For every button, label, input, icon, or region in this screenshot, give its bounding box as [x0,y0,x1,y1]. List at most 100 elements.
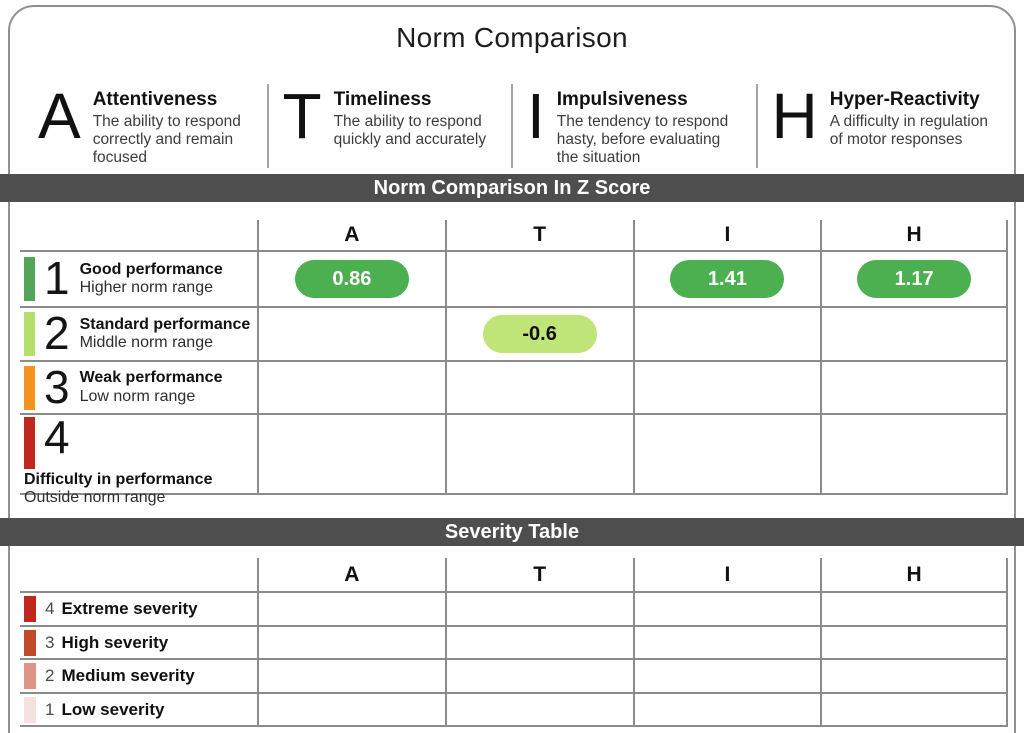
trait-description: The ability to respond correctly and rem… [92,112,241,167]
range-color-marker [24,257,35,301]
page-title: Norm Comparison [396,22,628,53]
severity-number: 4 [45,599,55,618]
trait-impulsiveness: I Impulsiveness The tendency to respond … [511,84,756,168]
severity-table: A T I H 4 Extreme severity 3 High severi… [20,558,1008,727]
severity-cell-h3 [820,627,1008,660]
range-sublabel: Low norm range [79,387,196,405]
severity-row-label-medium: 2 Medium severity [20,660,257,694]
range-sublabel: Outside norm range [24,489,166,507]
zscore-row-label-weak: 3 Weak performance Low norm range [20,362,257,415]
severity-row-label-extreme: 4 Extreme severity [20,593,257,627]
severity-cell-t4 [444,593,633,627]
zscore-cell-a3 [257,362,445,415]
zscore-cell-t4 [444,415,633,495]
zscore-row-label-standard: 2 Standard performance Middle norm range [20,308,257,362]
severity-header-spacer [20,558,257,593]
severity-col-t: T [444,558,633,593]
range-label: Good performance [79,260,223,278]
range-label: Standard performance [79,315,251,333]
severity-col-h: H [820,558,1008,593]
severity-cell-h4 [820,593,1008,627]
severity-cell-i2 [632,660,821,694]
trait-description: The tendency to respond hasty, before ev… [556,112,729,167]
trait-name: Hyper-Reactivity [829,89,980,110]
zscore-cell-t2: -0.6 [444,308,633,362]
severity-col-a: A [257,558,445,593]
severity-cell-a2 [257,660,445,694]
severity-label: Medium severity [61,666,195,685]
zscore-cell-h1: 1.17 [820,252,1008,308]
severity-color-marker [24,696,36,723]
severity-section-banner: Severity Table [0,518,1024,546]
severity-color-marker [24,596,36,622]
trait-letter-h: H [771,80,818,152]
range-color-marker [24,365,35,410]
severity-cell-t1 [444,694,633,727]
range-number: 4 [44,411,70,463]
zscore-row-label-difficulty: 4 Difficulty in performance Outside norm… [20,411,257,506]
range-sublabel: Higher norm range [79,279,213,296]
severity-number: 2 [45,666,55,685]
range-number: 3 [44,360,70,413]
trait-description: A difficulty in regulation of motor resp… [829,112,988,149]
zscore-cell-i3 [632,362,821,415]
severity-cell-i1 [632,694,821,727]
trait-timeliness: T Timeliness The ability to respond quic… [266,80,512,168]
zscore-cell-a2 [257,308,445,362]
zscore-cell-i1: 1.41 [632,252,821,308]
zscore-row-label-good: 1 Good performance Higher norm range [20,252,257,308]
zscore-section-banner: Norm Comparison In Z Score [0,174,1024,202]
zscore-cell-a1: 0.86 [257,252,445,308]
severity-label: Extreme severity [61,599,198,618]
zscore-cell-h2 [820,308,1008,362]
zscore-cell-i4 [632,415,821,495]
range-number: 1 [44,252,70,305]
severity-cell-t2 [444,660,633,694]
trait-letter-i: I [527,80,545,152]
zscore-col-i: I [632,220,821,252]
severity-cell-t3 [444,627,633,660]
range-color-marker [24,417,35,469]
severity-cell-i3 [632,627,821,660]
severity-cell-h2 [820,660,1008,694]
trait-legend: A Attentiveness The ability to respond c… [24,84,1000,168]
zscore-value-a: 0.86 [294,260,409,298]
severity-number: 1 [45,699,55,719]
severity-number: 3 [45,632,55,652]
severity-color-marker [24,663,36,689]
zscore-col-t: T [444,220,633,252]
severity-row-label-high: 3 High severity [20,627,257,660]
severity-cell-a1 [257,694,445,727]
severity-label: Low severity [61,699,165,719]
zscore-col-h: H [820,220,1008,252]
trait-attentiveness: A Attentiveness The ability to respond c… [24,84,267,168]
range-number: 2 [44,307,70,360]
trait-hyper-reactivity: H Hyper-Reactivity A difficulty in regul… [755,80,1001,168]
zscore-value-t: -0.6 [482,315,597,353]
trait-name: Timeliness [333,89,432,110]
zscore-value-h: 1.17 [857,260,972,298]
range-sublabel: Middle norm range [79,334,213,351]
severity-cell-a3 [257,627,445,660]
zscore-col-a: A [257,220,445,252]
zscore-value-i: 1.41 [670,260,785,298]
severity-row-label-low: 1 Low severity [20,694,257,727]
trait-description: The ability to respond quickly and accur… [333,112,487,149]
trait-name: Attentiveness [92,89,218,110]
severity-cell-i4 [632,593,821,627]
zscore-cell-h3 [820,362,1008,415]
severity-label: High severity [61,632,169,652]
zscore-cell-i2 [632,308,821,362]
zscore-header-spacer [20,220,257,252]
severity-cell-h1 [820,694,1008,727]
severity-col-i: I [632,558,821,593]
severity-color-marker [24,629,36,656]
zscore-cell-a4 [257,415,445,495]
trait-name: Impulsiveness [556,89,688,110]
trait-letter-t: T [282,80,322,152]
zscore-cell-t1 [444,252,633,308]
zscore-cell-h4 [820,415,1008,495]
range-label: Difficulty in performance [24,471,213,488]
zscore-cell-t3 [444,362,633,415]
